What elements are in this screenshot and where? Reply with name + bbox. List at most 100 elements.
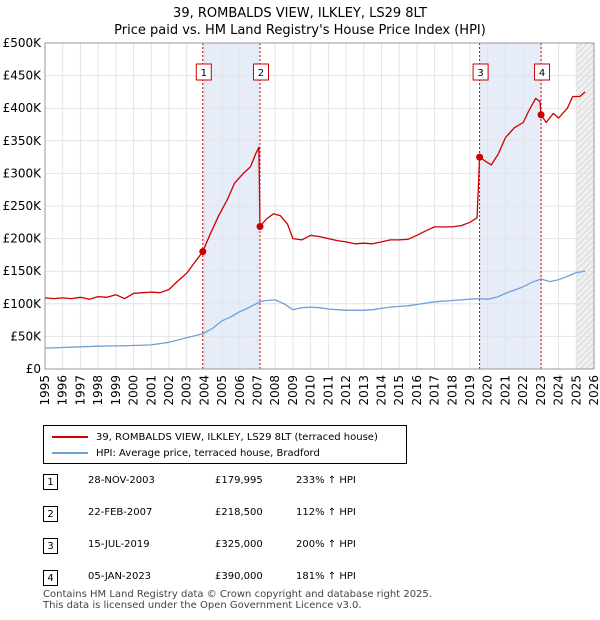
y-tick-label: £500K [3,36,43,50]
forecast-hatch-line [576,48,595,67]
sale-point-3 [476,153,484,161]
forecast-hatch-line [576,336,595,355]
y-tick-label: £250K [3,199,43,213]
x-tick-label: 2016 [410,375,424,406]
y-tick-label: £50K [10,329,42,343]
chart-subtitle: Price paid vs. HM Land Registry's House … [114,23,486,38]
x-tick-label: 2023 [534,375,548,406]
series-line-hpi [44,270,586,349]
x-tick-label: 2024 [552,375,566,406]
sale-price: £179,995 [215,475,263,486]
forecast-hatch-line [576,186,595,205]
forecast-hatch-line [576,54,595,73]
forecast-hatch-line [576,180,595,199]
sale-label-box-4 [534,63,551,81]
forecast-hatch-line [576,258,595,277]
sale-hpi-change: 181% ↑ HPI [296,571,356,582]
sale-row: 2 22-FEB-2007 £218,500 112% ↑ HPI [43,504,563,524]
sale-point-4 [537,111,545,119]
forecast-hatch-line [576,108,595,127]
forecast-hatch-line [576,43,583,49]
forecast-hatch-line [576,234,595,253]
forecast-hatch-line [576,84,595,103]
sale-point-1 [199,248,207,256]
forecast-hatch-line [576,330,595,349]
sale-label-text-4: 4 [539,68,545,79]
forecast-hatch-line [576,306,595,325]
footer-licence: This data is licensed under the Open Gov… [43,600,362,611]
forecast-hatch-line [576,138,595,157]
sale-date: 05-JAN-2023 [88,571,152,582]
x-tick-label: 2018 [445,375,459,406]
x-tick-label: 1996 [56,375,70,406]
forecast-hatch-line [576,114,595,133]
x-tick-label: 1997 [73,375,87,406]
forecast-hatch-line [576,150,595,169]
forecast-hatch-line [576,276,595,295]
x-tick-label: 2026 [587,375,600,406]
forecast-hatch-line [576,324,595,343]
x-tick-label: 2006 [233,375,247,406]
forecast-hatch-line [576,270,595,289]
series-line-property [44,91,586,300]
sale-label-text-2: 2 [258,68,264,79]
sale-label-box-2 [252,63,269,81]
sale-label-text-1: 1 [201,68,207,79]
y-tick-label: £200K [3,232,43,246]
forecast-hatch-line [576,102,595,121]
forecast-hatch-line [576,210,595,229]
forecast-hatch-line [576,204,595,223]
x-tick-label: 2004 [197,375,211,406]
forecast-hatch-line [576,342,595,361]
forecast-hatch-line [579,354,595,369]
forecast-hatch-line [576,240,595,259]
x-tick-label: 2005 [215,375,229,406]
x-tick-label: 2010 [304,375,318,406]
forecast-hatch-line [576,132,595,151]
forecast-hatch-line [576,144,595,163]
sale-date: 22-FEB-2007 [88,507,153,518]
forecast-hatch-line [576,120,595,139]
forecast-hatch-line [576,312,595,331]
x-tick-label: 2014 [374,375,388,406]
x-tick-label: 2013 [357,375,371,406]
x-tick-label: 2020 [481,375,495,406]
x-tick-label: 1999 [109,375,123,406]
forecast-hatch-line [576,43,595,61]
x-tick-label: 2011 [321,375,335,406]
x-tick-label: 2022 [516,375,530,406]
x-tick-label: 2015 [392,375,406,406]
sale-date: 28-NOV-2003 [88,475,155,486]
y-tick-label: £150K [3,264,43,278]
forecast-hatch-line [576,222,595,241]
sale-price: £218,500 [215,507,263,518]
sale-hpi-change: 112% ↑ HPI [296,507,356,518]
forecast-hatch-line [576,228,595,247]
price-chart: £0 £50K £100K £150K £200K £250K £300K £350K £400… [3,36,600,406]
sale-date: 15-JUL-2019 [88,539,150,550]
sale-point-2 [256,223,264,231]
x-tick-label: 2012 [339,375,353,406]
sale-number-badge: 1 [43,474,58,490]
forecast-hatch-line [576,348,595,367]
sale-label-box-1 [195,63,212,81]
forecast-hatch-line [576,96,595,115]
forecast-hatch-line [576,43,589,55]
legend-label-hpi: HPI: Average price, terraced house, Brad… [96,447,320,459]
x-tick-label: 2017 [428,375,442,406]
legend-swatch-hpi [52,452,88,454]
y-tick-label: £100K [3,297,43,311]
forecast-hatch-line [576,174,595,193]
x-tick-label: 1995 [38,375,52,406]
sale-number-badge: 3 [43,538,58,554]
sale-label-text-3: 3 [477,68,483,79]
sale-number-badge: 4 [43,570,58,586]
x-tick-label: 2001 [144,375,158,406]
x-tick-label: 2025 [569,375,583,406]
forecast-hatch-line [585,360,595,369]
y-tick-label: £400K [3,101,43,115]
forecast-hatch-line [576,198,595,217]
legend: 39, ROMBALDS VIEW, ILKLEY, LS29 8LT (ter… [43,425,407,464]
sale-price: £390,000 [215,571,263,582]
forecast-hatch-line [576,90,595,109]
